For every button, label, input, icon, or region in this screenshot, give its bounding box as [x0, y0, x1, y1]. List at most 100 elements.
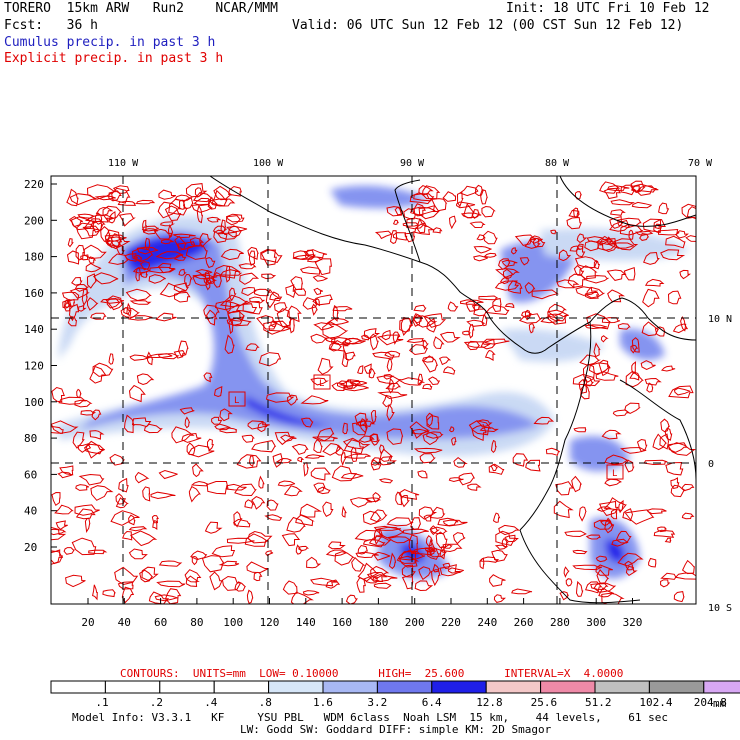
- precip-contour: [269, 291, 283, 302]
- precip-contour: [179, 407, 195, 415]
- precip-contour: [343, 453, 371, 459]
- x-tick-label: 180: [368, 616, 388, 629]
- precip-contour: [585, 581, 603, 594]
- precip-contour: [480, 338, 497, 350]
- precip-contour: [325, 579, 341, 589]
- precip-contour: [66, 188, 79, 207]
- precip-contour: [658, 202, 670, 215]
- precip-contour: [548, 313, 567, 322]
- precip-contour: [476, 234, 486, 241]
- precip-contour: [439, 356, 452, 366]
- colorbar-unit: mm: [713, 697, 727, 710]
- precip-contour: [624, 509, 655, 525]
- precip-contour: [685, 235, 696, 242]
- precip-contour: [362, 510, 382, 525]
- model-run-title: TORERO 15km ARW Run2 NCAR/MMM: [4, 1, 278, 16]
- precip-contour: [123, 414, 135, 434]
- precip-contour: [389, 230, 398, 244]
- precip-contour: [670, 484, 686, 498]
- precip-contour: [660, 572, 678, 580]
- precip-contour: [265, 550, 274, 557]
- precip-contour: [598, 587, 615, 598]
- precip-contour: [316, 427, 335, 442]
- precip-contour: [260, 249, 277, 266]
- lon-label: 100 W: [253, 158, 284, 169]
- precip-contour: [212, 271, 222, 288]
- precip-contour: [575, 286, 599, 296]
- precip-contour: [352, 420, 368, 436]
- precip-contour: [143, 423, 163, 434]
- precip-contour: [359, 418, 368, 434]
- precip-contour: [599, 181, 621, 194]
- precip-contour: [479, 426, 499, 433]
- x-tick-label: 80: [190, 616, 203, 629]
- precip-contour: [219, 294, 249, 308]
- x-tick-label: 300: [586, 616, 606, 629]
- colorbar-level-label: 3.2: [367, 696, 388, 709]
- precip-contour: [620, 447, 647, 454]
- precip-contour: [357, 544, 368, 555]
- precip-contour: [600, 335, 609, 343]
- precip-contour: [379, 444, 385, 455]
- precip-contour: [94, 195, 116, 201]
- precip-contour: [524, 282, 536, 294]
- precip-contour: [596, 506, 613, 512]
- precip-contour: [369, 509, 388, 523]
- precip-contour: [64, 301, 72, 308]
- precip-contour: [507, 280, 523, 294]
- precip-contour: [664, 537, 672, 543]
- precip-contour: [150, 491, 176, 500]
- precip-contour: [291, 443, 309, 455]
- precip-contour: [427, 547, 441, 560]
- precip-contour: [312, 275, 328, 282]
- precip-contour: [556, 279, 580, 289]
- precip-contour: [244, 499, 255, 509]
- precip-contour: [362, 539, 386, 548]
- precip-contour: [178, 199, 186, 210]
- precip-contour: [118, 477, 129, 493]
- precip-contour: [249, 455, 255, 467]
- precip-contour: [248, 250, 256, 266]
- precip-contour: [54, 504, 74, 515]
- precip-contour: [102, 589, 117, 598]
- precip-contour: [51, 491, 61, 507]
- precip-contour: [469, 221, 486, 229]
- precip-contour: [155, 251, 184, 260]
- precip-contour: [164, 205, 182, 222]
- precip-contour: [245, 343, 260, 352]
- precip-contour: [467, 483, 482, 491]
- precip-contour: [187, 444, 215, 458]
- precip-contour: [211, 189, 228, 207]
- precip-contour: [566, 216, 582, 230]
- precip-contour: [219, 269, 243, 276]
- precip-contour: [303, 462, 309, 477]
- precip-contour: [128, 526, 148, 532]
- precip-contour: [132, 267, 151, 274]
- colorbar-swatch: [376, 680, 433, 694]
- precip-contour: [263, 320, 290, 335]
- colorbar-level-label: 51.2: [585, 696, 612, 709]
- precip-contour: [597, 235, 617, 251]
- precip-contour: [354, 529, 385, 541]
- precip-contour: [100, 298, 125, 304]
- precip-contour: [313, 482, 326, 493]
- precip-contour: [328, 541, 346, 550]
- precip-contour: [579, 265, 598, 280]
- precip-contour: [386, 428, 404, 445]
- precip-contour: [148, 274, 166, 284]
- precip-contour: [81, 288, 88, 307]
- precip-contour: [233, 518, 251, 528]
- precip-contour: [108, 253, 130, 265]
- explicit-precip-contours: [51, 180, 696, 604]
- precip-contour: [121, 586, 135, 604]
- precip-contour: [89, 430, 105, 440]
- precip-contour: [351, 556, 366, 572]
- precip-contour: [258, 475, 265, 489]
- low-marker-3: [606, 464, 624, 480]
- precip-contour: [213, 229, 228, 243]
- precip-contour: [111, 187, 131, 204]
- precip-contour: [586, 286, 606, 299]
- precip-contour: [373, 525, 402, 531]
- precip-contour: [518, 313, 543, 324]
- precip-contour: [160, 221, 175, 227]
